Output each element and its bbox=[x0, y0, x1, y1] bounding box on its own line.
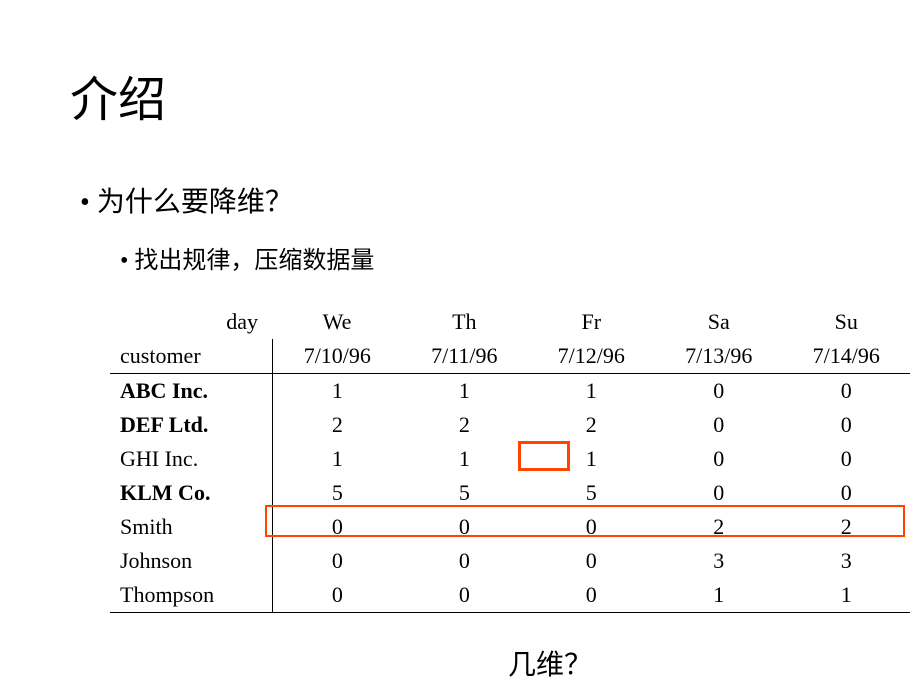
cell: 0 bbox=[273, 578, 401, 613]
cell: 0 bbox=[528, 510, 655, 544]
cell: 0 bbox=[782, 374, 910, 409]
col-date-2: 7/12/96 bbox=[528, 339, 655, 374]
cell: 0 bbox=[273, 544, 401, 578]
cell: 1 bbox=[782, 578, 910, 613]
cell: 0 bbox=[655, 476, 782, 510]
table-row: KLM Co. 5 5 5 0 0 bbox=[110, 476, 910, 510]
cell: 1 bbox=[273, 374, 401, 409]
cell: 0 bbox=[655, 442, 782, 476]
cell: 1 bbox=[273, 442, 401, 476]
cell: 2 bbox=[401, 408, 527, 442]
col-date-4: 7/14/96 bbox=[782, 339, 910, 374]
table-header-row-2: customer 7/10/96 7/11/96 7/12/96 7/13/96… bbox=[110, 339, 910, 374]
table-row: ABC Inc. 1 1 1 0 0 bbox=[110, 374, 910, 409]
cell: 0 bbox=[528, 578, 655, 613]
corner-label-top: day bbox=[110, 305, 273, 339]
cell: 3 bbox=[655, 544, 782, 578]
col-date-0: 7/10/96 bbox=[273, 339, 401, 374]
cell: 2 bbox=[528, 408, 655, 442]
bullet-list: 为什么要降维？ 找出规律，压缩数据量 bbox=[70, 180, 850, 275]
cell: 0 bbox=[782, 476, 910, 510]
col-day-3: Sa bbox=[655, 305, 782, 339]
row-label-3: KLM Co. bbox=[110, 476, 273, 510]
row-label-2: GHI Inc. bbox=[110, 442, 273, 476]
table-row: Smith 0 0 0 2 2 bbox=[110, 510, 910, 544]
data-table-container: day We Th Fr Sa Su customer 7/10/96 7/11… bbox=[110, 305, 910, 613]
row-label-6: Thompson bbox=[110, 578, 273, 613]
cell: 5 bbox=[273, 476, 401, 510]
corner-label-bottom: customer bbox=[110, 339, 273, 374]
cell: 2 bbox=[655, 510, 782, 544]
bullet-item-level2: 找出规律，压缩数据量 bbox=[120, 240, 850, 275]
row-label-1: DEF Ltd. bbox=[110, 408, 273, 442]
col-date-1: 7/11/96 bbox=[401, 339, 527, 374]
cell: 0 bbox=[528, 544, 655, 578]
cell: 0 bbox=[655, 374, 782, 409]
col-day-0: We bbox=[273, 305, 401, 339]
cell: 0 bbox=[782, 408, 910, 442]
table-row: Thompson 0 0 0 1 1 bbox=[110, 578, 910, 613]
table-row: DEF Ltd. 2 2 2 0 0 bbox=[110, 408, 910, 442]
cell: 0 bbox=[273, 510, 401, 544]
cell: 0 bbox=[655, 408, 782, 442]
cell: 3 bbox=[782, 544, 910, 578]
bottom-question-text: 几维？ bbox=[250, 643, 850, 683]
col-day-4: Su bbox=[782, 305, 910, 339]
cell: 1 bbox=[528, 374, 655, 409]
cell: 0 bbox=[401, 544, 527, 578]
table-header-row-1: day We Th Fr Sa Su bbox=[110, 305, 910, 339]
row-label-4: Smith bbox=[110, 510, 273, 544]
cell: 5 bbox=[401, 476, 527, 510]
col-day-2: Fr bbox=[528, 305, 655, 339]
cell: 1 bbox=[401, 442, 527, 476]
cell: 0 bbox=[782, 442, 910, 476]
col-day-1: Th bbox=[401, 305, 527, 339]
cell: 2 bbox=[273, 408, 401, 442]
row-label-0: ABC Inc. bbox=[110, 374, 273, 409]
cell: 0 bbox=[401, 510, 527, 544]
row-label-5: Johnson bbox=[110, 544, 273, 578]
table-row: Johnson 0 0 0 3 3 bbox=[110, 544, 910, 578]
cell: 5 bbox=[528, 476, 655, 510]
cell: 0 bbox=[401, 578, 527, 613]
table-body: ABC Inc. 1 1 1 0 0 DEF Ltd. 2 2 2 0 0 GH… bbox=[110, 374, 910, 613]
cell: 2 bbox=[782, 510, 910, 544]
customer-day-table: day We Th Fr Sa Su customer 7/10/96 7/11… bbox=[110, 305, 910, 613]
cell: 1 bbox=[655, 578, 782, 613]
cell: 1 bbox=[401, 374, 527, 409]
col-date-3: 7/13/96 bbox=[655, 339, 782, 374]
bullet-item-level1: 为什么要降维？ bbox=[80, 180, 850, 220]
table-row: GHI Inc. 1 1 1 0 0 bbox=[110, 442, 910, 476]
cell: 1 bbox=[528, 442, 655, 476]
slide-title: 介绍 bbox=[70, 60, 850, 130]
